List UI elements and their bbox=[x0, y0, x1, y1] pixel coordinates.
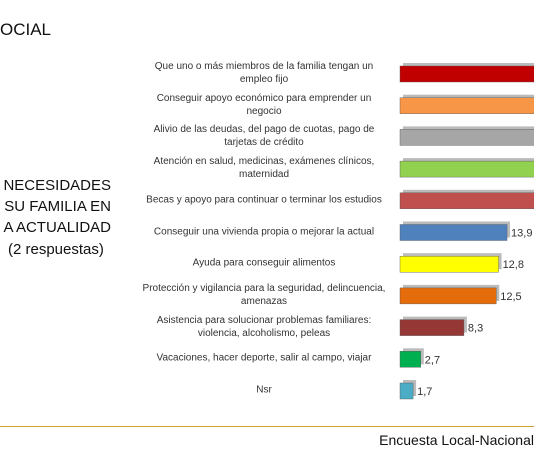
category-label: Vacaciones, hacer deporte, salir al camp… bbox=[156, 352, 372, 364]
question-line: A ACTUALIDAD bbox=[3, 219, 111, 236]
category-label: Becas y apoyo para continuar o terminar … bbox=[146, 194, 382, 206]
category-label: Ayuda para conseguir alimentos bbox=[192, 257, 336, 269]
question-line: NECESIDADES bbox=[3, 177, 111, 194]
question: NECESIDADES SU FAMILIA EN A ACTUALIDAD bbox=[3, 175, 111, 238]
value-label: 13,9 bbox=[511, 228, 532, 240]
bar bbox=[399, 256, 499, 273]
question-line: SU FAMILIA EN bbox=[4, 198, 111, 215]
note: (2 respuestas) bbox=[8, 241, 104, 258]
slide-title: OCIAL bbox=[0, 20, 52, 39]
category-label: Protección y vigilancia para la segurida… bbox=[142, 282, 386, 307]
bar bbox=[399, 351, 421, 368]
category-label: Nsr bbox=[256, 384, 272, 396]
bar bbox=[399, 129, 534, 146]
category-label: Alivio de las deudas, del pago de cuotas… bbox=[153, 124, 375, 149]
bar bbox=[399, 382, 414, 400]
source: Encuesta Local-Nacional bbox=[379, 432, 534, 448]
bar bbox=[399, 224, 508, 241]
value-label: 8,3 bbox=[468, 323, 483, 335]
bar bbox=[399, 319, 465, 336]
bar bbox=[399, 192, 534, 210]
value-label: 12,5 bbox=[500, 291, 521, 303]
category-label: Conseguir una vivienda propia o mejorar … bbox=[153, 226, 375, 237]
divider bbox=[0, 426, 534, 427]
bar bbox=[399, 65, 534, 83]
value-label: 1,7 bbox=[417, 386, 432, 398]
bar bbox=[399, 97, 534, 114]
value-label: 2,7 bbox=[425, 354, 440, 366]
value-label: 12,8 bbox=[503, 259, 524, 271]
category-label: Asistencia para solucionar problemas fam… bbox=[156, 314, 372, 339]
category-label: Conseguir apoyo económico para emprender… bbox=[156, 92, 372, 117]
category-label: Que uno o más miembros de la familia ten… bbox=[154, 61, 374, 85]
bar bbox=[399, 160, 534, 178]
category-label: Atención en salud, medicinas, exámenes c… bbox=[153, 156, 375, 181]
bar bbox=[399, 287, 497, 305]
